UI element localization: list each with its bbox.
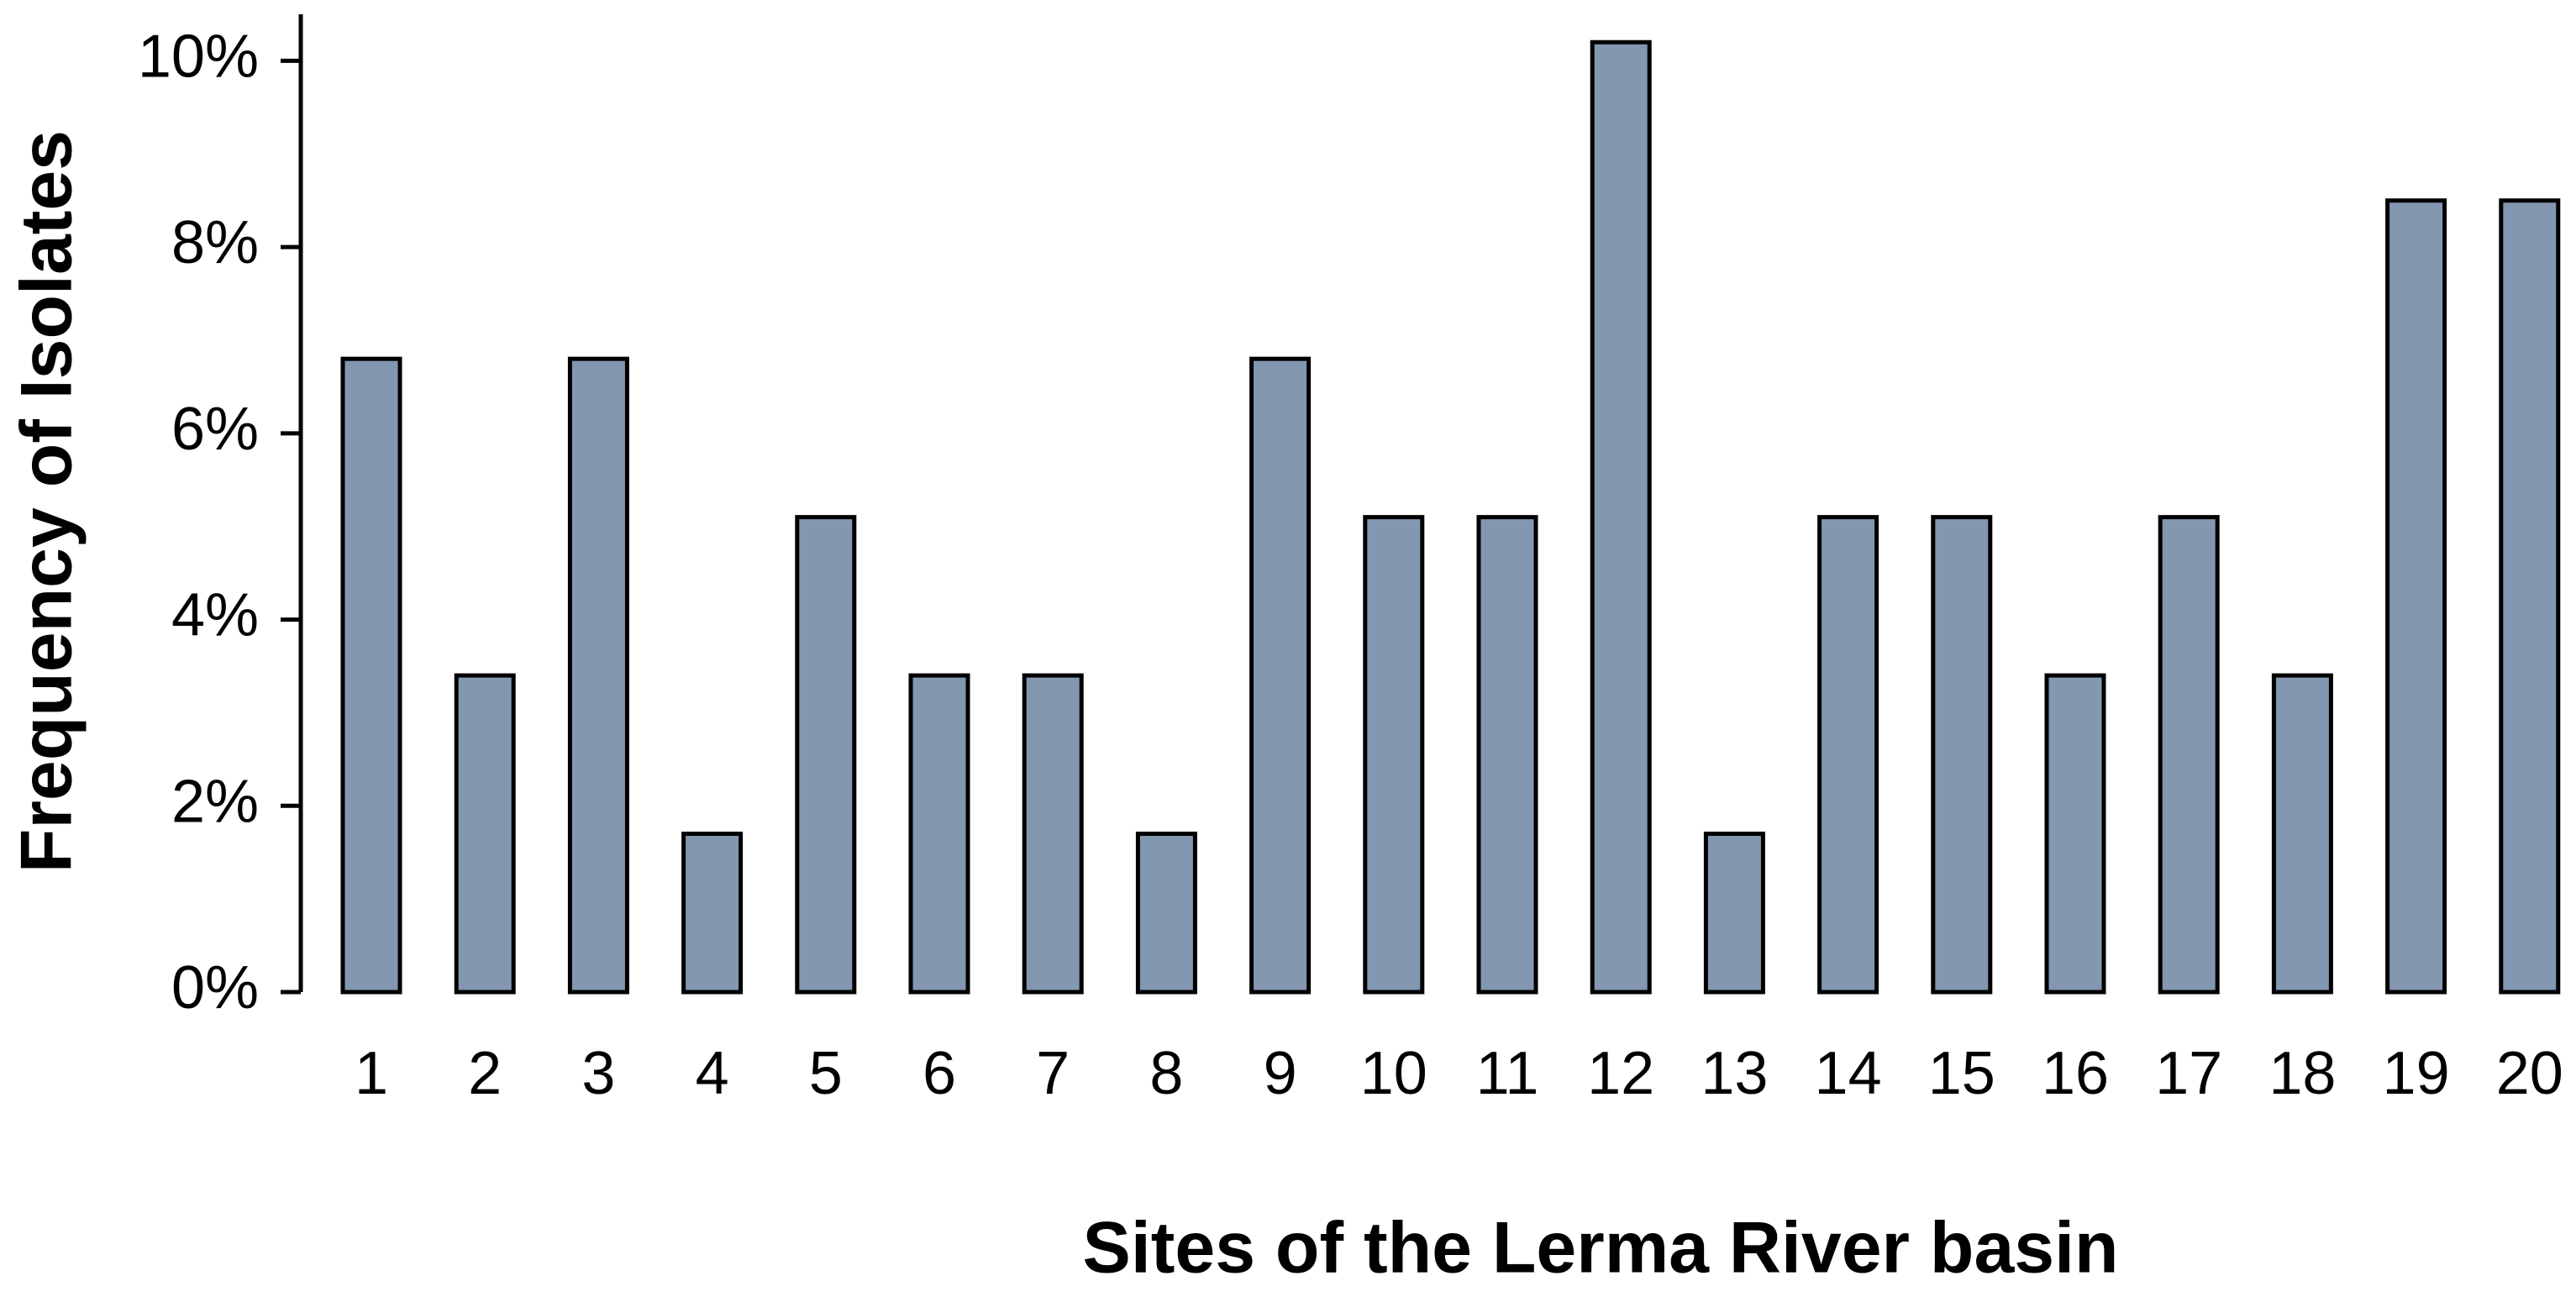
x-tick-label: 19 [2383, 1040, 2450, 1107]
x-tick-label: 20 [2496, 1040, 2563, 1107]
bar [1817, 515, 1879, 995]
x-tick-label: 11 [1476, 1040, 1539, 1107]
y-tick-label: 6% [171, 396, 259, 463]
x-tick-label: 1 [355, 1040, 388, 1107]
x-tick-label: 8 [1149, 1040, 1183, 1107]
x-tick-label: 4 [696, 1040, 729, 1107]
x-tick-label: 17 [2155, 1040, 2222, 1107]
bar [2271, 673, 2333, 995]
x-tick-label: 10 [1360, 1040, 1427, 1107]
bar [795, 515, 857, 995]
bar [1135, 832, 1197, 995]
y-axis-title: Frequency of Isolates [7, 130, 87, 873]
x-tick-label: 18 [2268, 1040, 2336, 1107]
bar [1022, 673, 1084, 995]
bar [567, 356, 629, 995]
x-tick-label: 2 [468, 1040, 502, 1107]
x-tick-label: 6 [923, 1040, 956, 1107]
bar [340, 356, 402, 995]
bar [2158, 515, 2220, 995]
x-tick-label: 3 [581, 1040, 615, 1107]
bar [1590, 39, 1652, 995]
bar [454, 673, 516, 995]
bar [908, 673, 970, 995]
bar [2044, 673, 2106, 995]
bar [1476, 515, 1538, 995]
y-tick-label: 2% [171, 768, 259, 835]
bar [2499, 198, 2561, 995]
y-tick-label: 10% [138, 23, 259, 90]
x-axis-title: Sites of the Lerma River basin [1082, 1208, 2118, 1289]
x-tick-label: 15 [1928, 1040, 1995, 1107]
y-tick-label: 8% [171, 209, 259, 276]
bar [1703, 832, 1765, 995]
x-tick-label: 12 [1587, 1040, 1654, 1107]
x-tick-label: 9 [1264, 1040, 1297, 1107]
x-tick-label: 7 [1036, 1040, 1070, 1107]
y-tick-label: 4% [171, 582, 259, 649]
y-tick-label: 0% [171, 954, 259, 1021]
x-tick-label: 5 [809, 1040, 843, 1107]
bar [1249, 356, 1312, 995]
x-tick-label: 13 [1701, 1040, 1768, 1107]
bar [1363, 515, 1425, 995]
bar [681, 832, 744, 995]
x-tick-label: 16 [2042, 1040, 2109, 1107]
x-tick-label: 14 [1815, 1040, 1882, 1107]
bar [1931, 515, 1993, 995]
bar [2385, 198, 2447, 995]
